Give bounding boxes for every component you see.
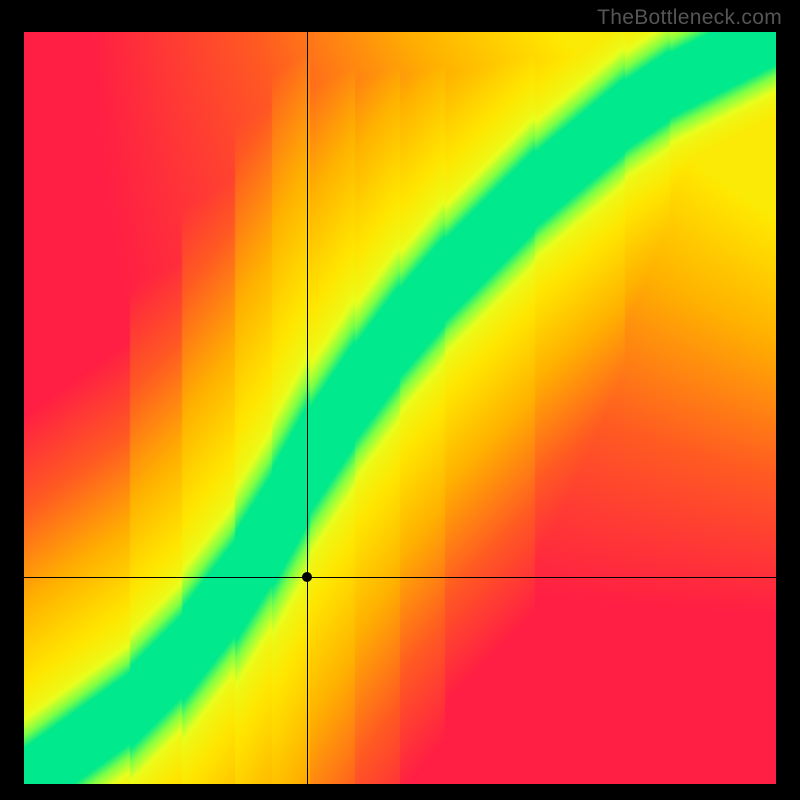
watermark-text: TheBottleneck.com [597,6,782,30]
marker-dot [302,572,312,582]
crosshair-vertical [307,32,308,784]
crosshair-horizontal [24,577,776,578]
heatmap-plot [24,32,776,784]
heatmap-canvas [24,32,776,784]
